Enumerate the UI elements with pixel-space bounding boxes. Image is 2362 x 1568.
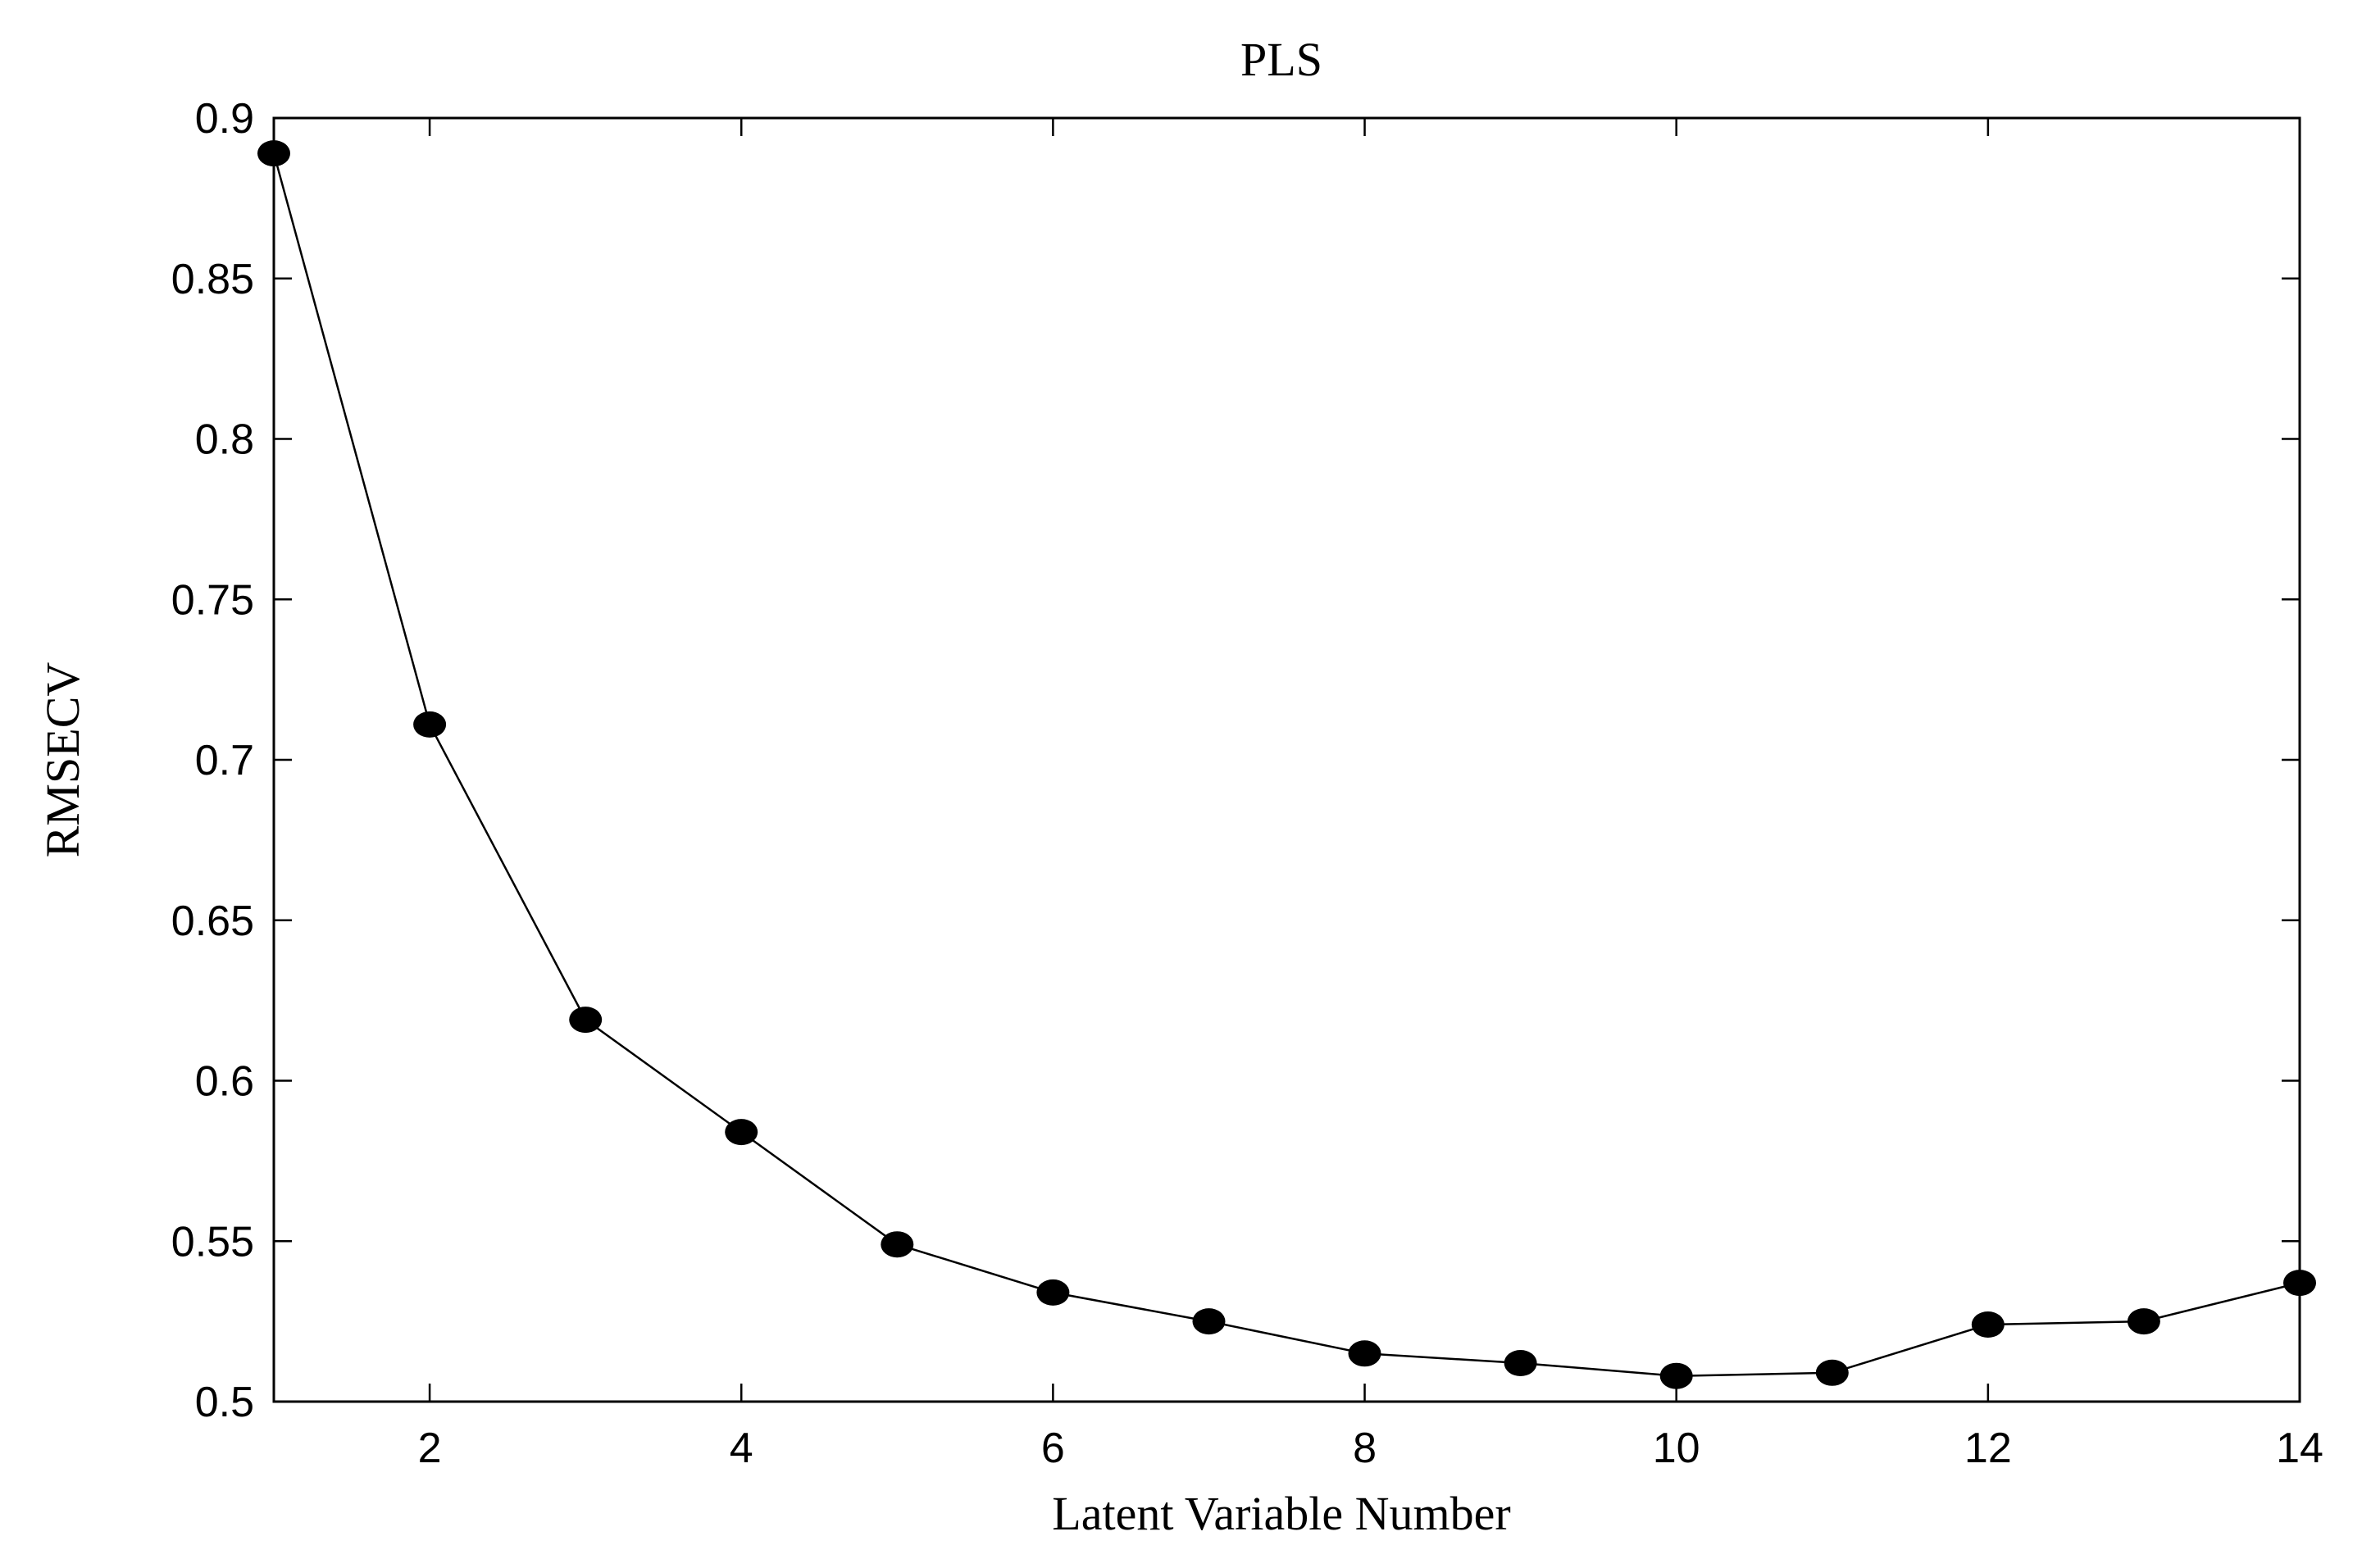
series-line-group (272, 152, 2301, 1377)
data-point (725, 1119, 758, 1146)
y-tick-label: 0.8 (195, 416, 254, 464)
x-axis-tick-labels: 2 4 6 8 10 12 14 (418, 1425, 2323, 1472)
series-points-group (257, 140, 2316, 1389)
data-point (1036, 1279, 1070, 1306)
data-point (569, 1007, 603, 1034)
data-point (1348, 1340, 1381, 1367)
data-point (1659, 1362, 1693, 1389)
y-tick-label: 0.7 (195, 737, 254, 784)
data-point (1815, 1359, 1849, 1386)
y-tick-label: 0.5 (195, 1379, 254, 1426)
x-tick-label: 6 (1041, 1425, 1065, 1472)
data-point (1971, 1311, 2005, 1338)
data-point (257, 140, 290, 167)
y-axis-ticks (274, 116, 2300, 1403)
data-point (1192, 1308, 1226, 1335)
y-tick-label: 0.65 (171, 898, 254, 945)
y-tick-label: 0.85 (171, 256, 254, 303)
x-tick-label: 12 (1964, 1425, 2012, 1472)
data-point (413, 711, 447, 738)
x-tick-label: 2 (418, 1425, 442, 1472)
y-tick-label: 0.75 (171, 576, 254, 624)
x-tick-label: 8 (1353, 1425, 1377, 1472)
y-tick-label: 0.9 (195, 95, 254, 143)
y-tick-label: 0.55 (171, 1218, 254, 1266)
x-tick-label: 4 (730, 1425, 753, 1472)
data-point (881, 1231, 914, 1258)
y-axis-label: RMSECV (36, 662, 89, 858)
y-axis-tick-labels: 0.5 0.55 0.6 0.65 0.7 0.75 0.8 0.85 0.9 (171, 95, 254, 1426)
data-point (2127, 1308, 2160, 1335)
x-tick-label: 10 (1653, 1425, 1700, 1472)
data-point (2283, 1270, 2316, 1297)
chart-title: PLS (1240, 33, 1322, 86)
x-tick-label: 14 (2276, 1425, 2323, 1472)
series-line (272, 152, 2301, 1377)
x-axis-label: Latent Variable Number (1052, 1487, 1510, 1540)
y-tick-label: 0.6 (195, 1058, 254, 1106)
data-point (1504, 1350, 1537, 1376)
